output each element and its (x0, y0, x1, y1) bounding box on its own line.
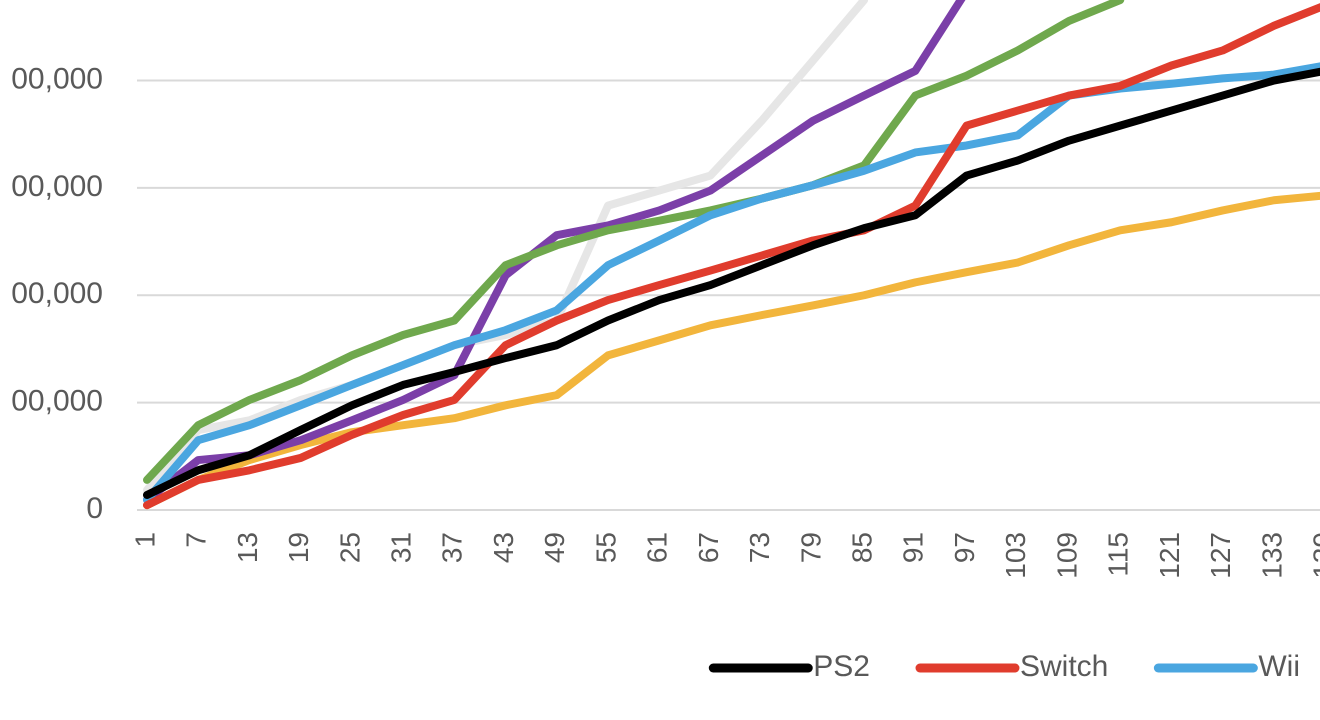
x-tick-label: 85 (847, 532, 878, 563)
x-tick-label: 43 (488, 532, 519, 563)
series-line (143, 0, 869, 495)
axis-labels: 0 00,000 00,000 00,000 00,000 1 7 13 19 25 31 37 43 4… (11, 62, 1320, 578)
x-tick-label: 1 (129, 532, 160, 548)
x-tick-label: 97 (949, 532, 980, 563)
x-tick-label: 79 (795, 532, 826, 563)
x-tick-label: 49 (539, 532, 570, 563)
x-tick-label: 109 (1051, 532, 1082, 579)
x-tick-label: 73 (744, 532, 775, 563)
x-tick-label: 61 (642, 532, 673, 563)
x-tick-label: 139 (1308, 532, 1320, 579)
series-line (143, 62, 1320, 504)
series-line (143, 0, 966, 504)
series-line (143, 0, 1125, 484)
x-tick-label: 133 (1256, 532, 1287, 579)
x-tick-label: 115 (1103, 532, 1134, 577)
series-line (143, 67, 1320, 499)
x-tick-label: 91 (898, 532, 929, 563)
y-tick-label: 00,000 (11, 170, 103, 203)
series-line (143, 191, 1320, 510)
grid (137, 79, 1320, 511)
y-tick-label: 00,000 (11, 385, 103, 418)
y-tick-label: 00,000 (11, 62, 103, 95)
y-tick-label: 0 (86, 492, 103, 525)
x-tick-label: 103 (1000, 532, 1031, 579)
x-tick-label: 55 (590, 532, 621, 563)
x-tick-label: 67 (693, 532, 724, 563)
plot-area (143, 0, 1320, 510)
legend-label: PS2 (813, 650, 870, 683)
x-tick-label: 7 (181, 532, 212, 548)
x-tick-label: 121 (1154, 532, 1185, 579)
legend: Wii Switch PS2 (708, 650, 1300, 683)
x-tick-label: 25 (334, 532, 365, 563)
x-tick-label: 19 (283, 532, 314, 563)
x-tick-label: 13 (232, 532, 263, 563)
x-tick-label: 127 (1205, 532, 1236, 579)
legend-label: Wii (1258, 650, 1300, 683)
legend-label: Switch (1020, 650, 1108, 683)
x-tick-label: 31 (386, 532, 417, 563)
x-tick-label: 37 (437, 532, 468, 563)
y-tick-label: 00,000 (11, 277, 103, 310)
series-line (143, 3, 1320, 510)
